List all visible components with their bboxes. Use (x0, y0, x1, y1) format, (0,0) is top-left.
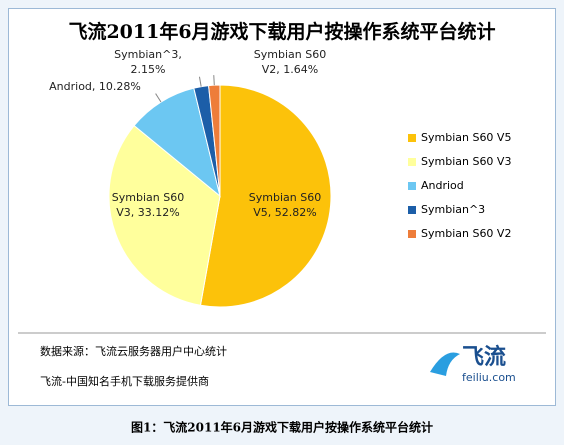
leader-line (198, 76, 202, 87)
legend-swatch (408, 206, 416, 214)
source-note: 数据来源：飞流云服务器用户中心统计 (40, 344, 227, 358)
caption: 图1：飞流2011年6月游戏下载用户按操作系统平台统计 (131, 420, 433, 435)
legend-label: Symbian^3 (421, 203, 485, 216)
logo-icon (430, 352, 460, 376)
chart-title: 飞流2011年6月游戏下载用户按操作系统平台统计 (68, 20, 495, 43)
data-label: Symbian S60 V3, 33.12% (111, 191, 185, 219)
pie-slice (133, 87, 221, 198)
legend-label: Symbian S60 V2 (421, 227, 511, 240)
leader-line (155, 93, 162, 103)
legend-swatch (408, 182, 416, 190)
logo-name: 飞流 (462, 344, 506, 370)
legend-label: Symbian S60 V5 (421, 131, 511, 144)
data-label: Andriod, 10.28% (49, 80, 141, 93)
legend-swatch (408, 158, 416, 166)
logo-site: feiliu.com (462, 371, 516, 384)
legend-swatch (408, 230, 416, 238)
company-note: 飞流-中国知名手机下载服务提供商 (40, 374, 209, 388)
data-label: Symbian S60 V2, 1.64% (253, 48, 327, 76)
leader-line (213, 75, 215, 86)
legend-label: Andriod (421, 179, 464, 192)
data-label: Symbian^3, 2.15% (114, 48, 182, 76)
legend-label: Symbian S60 V3 (421, 155, 511, 168)
legend-swatch (408, 134, 416, 142)
pie-slice (199, 84, 332, 308)
pie-slice (108, 124, 221, 306)
data-label: Symbian S60 V5, 52.82% (248, 191, 322, 219)
